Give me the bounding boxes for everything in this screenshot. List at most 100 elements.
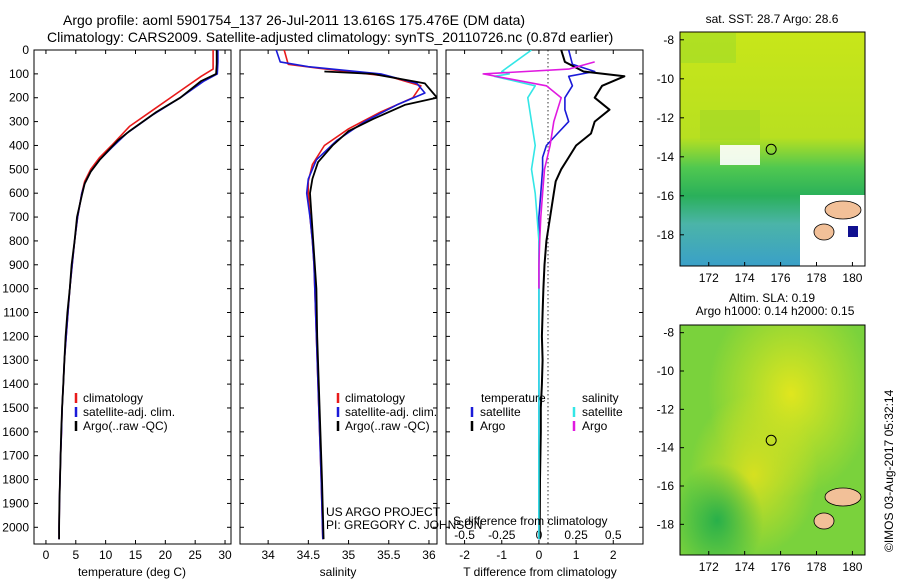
sst-marker [848, 226, 858, 237]
depth-tick-label: 700 [9, 210, 29, 224]
depth-tick-label: 400 [9, 138, 29, 152]
t-diff-tick-label: 2 [610, 548, 617, 562]
map-y-tick-label: -8 [663, 326, 674, 340]
series-line [58, 50, 218, 540]
series-line [283, 50, 422, 540]
legend-label: satellite-adj. clim. [345, 405, 437, 419]
credit-text: ©IMOS 03-Aug-2017 05:32:14 [882, 389, 896, 552]
island-icon [824, 487, 862, 507]
x-tick-label: 15 [129, 548, 143, 562]
map-y-tick-label: -14 [657, 150, 675, 164]
depth-tick-label: 900 [9, 258, 29, 272]
map-y-tick-label: -14 [657, 441, 675, 455]
s-diff-tick-label: -0.25 [488, 528, 516, 542]
map-y-tick-label: -10 [657, 72, 675, 86]
map-x-tick-label: 172 [699, 271, 719, 285]
depth-tick-label: 800 [9, 234, 29, 248]
map-y-tick-label: -10 [657, 364, 675, 378]
depth-tick-label: 1600 [2, 425, 29, 439]
legend-label: Argo [480, 419, 506, 433]
depth-tick-label: 600 [9, 186, 29, 200]
sst-patch [681, 33, 736, 63]
x-tick-label: 10 [99, 548, 113, 562]
sst-map-panel: sat. SST: 28.7 Argo: 28.6 172 174 176 178 18… [657, 12, 866, 285]
legend-label: satellite [582, 405, 623, 419]
depth-tick-label: 1000 [2, 282, 29, 296]
series-line [493, 50, 540, 540]
series-line [538, 50, 596, 540]
temperature-axes-box [33, 49, 232, 545]
island-icon [813, 223, 835, 241]
s-diff-tick-label: 0.5 [605, 528, 622, 542]
depth-tick-label: 2000 [2, 520, 29, 534]
s-diff-tick-label: 0.25 [564, 528, 588, 542]
salinity-ticks: 34 34.5 35 35.5 36 [240, 49, 437, 562]
salinity-series [275, 50, 437, 540]
t-diff-xlabel: T difference from climatology [463, 565, 617, 579]
map-x-tick-label: 180 [842, 560, 862, 574]
legend-label: satellite [480, 405, 521, 419]
legend-title: temperature [481, 391, 546, 405]
depth-tick-label: 0 [22, 43, 29, 57]
x-tick-label: 30 [218, 548, 232, 562]
depth-tick-label: 1700 [2, 449, 29, 463]
legend-title: salinity [582, 391, 619, 405]
depth-tick-label: 1300 [2, 353, 29, 367]
depth-tick-label: 1500 [2, 401, 29, 415]
temperature-panel: 0100200300400500600700800900100011001200… [2, 43, 232, 579]
argo-position-marker [765, 143, 777, 155]
t-diff-tick-label: -1 [496, 548, 507, 562]
sla-map-frame [679, 324, 866, 556]
argo-position-marker [765, 434, 777, 446]
temperature-series [58, 50, 219, 540]
sla-title-1: Altim. SLA: 0.19 [729, 291, 815, 305]
difference-ticks: -2 -1 0 1 2-0.5 -0.25 0 0.25 0.5 [446, 49, 643, 562]
island-icon [813, 512, 835, 530]
map-x-tick-label: 174 [735, 560, 755, 574]
island-icon [824, 200, 862, 220]
difference-legend: temperature salinitysatelliteArgosatellit… [470, 391, 623, 433]
difference-axes-box [445, 49, 644, 545]
depth-tick-label: 1400 [2, 377, 29, 391]
map-x-tick-label: 180 [842, 271, 862, 285]
pi-annotation: PI: GREGORY C. JOHNSON [326, 518, 482, 532]
depth-tick-label: 200 [9, 91, 29, 105]
x-tick-label: 25 [189, 548, 203, 562]
depth-tick-label: 100 [9, 67, 29, 81]
legend-label: Argo(..raw -QC) [83, 419, 168, 433]
temperature-ticks: 0100200300400500600700800900100011001200… [2, 43, 232, 562]
legend-label: Argo(..raw -QC) [345, 419, 430, 433]
sst-patch [700, 110, 760, 140]
map-y-tick-label: -12 [657, 111, 675, 125]
x-tick-label: 34.5 [297, 548, 321, 562]
depth-tick-label: 1200 [2, 329, 29, 343]
s-diff-xlabel: S difference from climatology [453, 514, 608, 528]
x-tick-label: 36 [422, 548, 436, 562]
series-line [58, 50, 214, 540]
map-y-tick-label: -8 [663, 33, 674, 47]
legend-label: Argo [582, 419, 608, 433]
project-annotation: US ARGO PROJECT [326, 505, 441, 519]
map-y-tick-label: -16 [657, 479, 675, 493]
sst-map-title: sat. SST: 28.7 Argo: 28.6 [706, 12, 839, 26]
map-y-tick-label: -18 [657, 228, 675, 242]
legend-label: climatology [345, 391, 405, 405]
map-x-tick-label: 178 [806, 560, 826, 574]
title-line-2: Climatology: CARS2009. Satellite-adjuste… [47, 29, 613, 45]
map-x-tick-label: 174 [735, 271, 755, 285]
map-x-tick-label: 176 [771, 560, 791, 574]
x-tick-label: 35.5 [377, 548, 401, 562]
map-y-tick-label: -16 [657, 189, 675, 203]
map-y-tick-label: -12 [657, 402, 675, 416]
sla-blob [680, 325, 865, 555]
series-line [538, 50, 626, 540]
t-diff-tick-label: 1 [573, 548, 580, 562]
sla-map-ticks: 172 174 176 178 180 -8 -10 -12 -14 -16 -18 [657, 326, 863, 574]
difference-series [482, 50, 626, 540]
x-tick-label: 35 [342, 548, 356, 562]
sst-map-frame [679, 31, 866, 267]
salinity-xlabel: salinity [320, 565, 357, 579]
